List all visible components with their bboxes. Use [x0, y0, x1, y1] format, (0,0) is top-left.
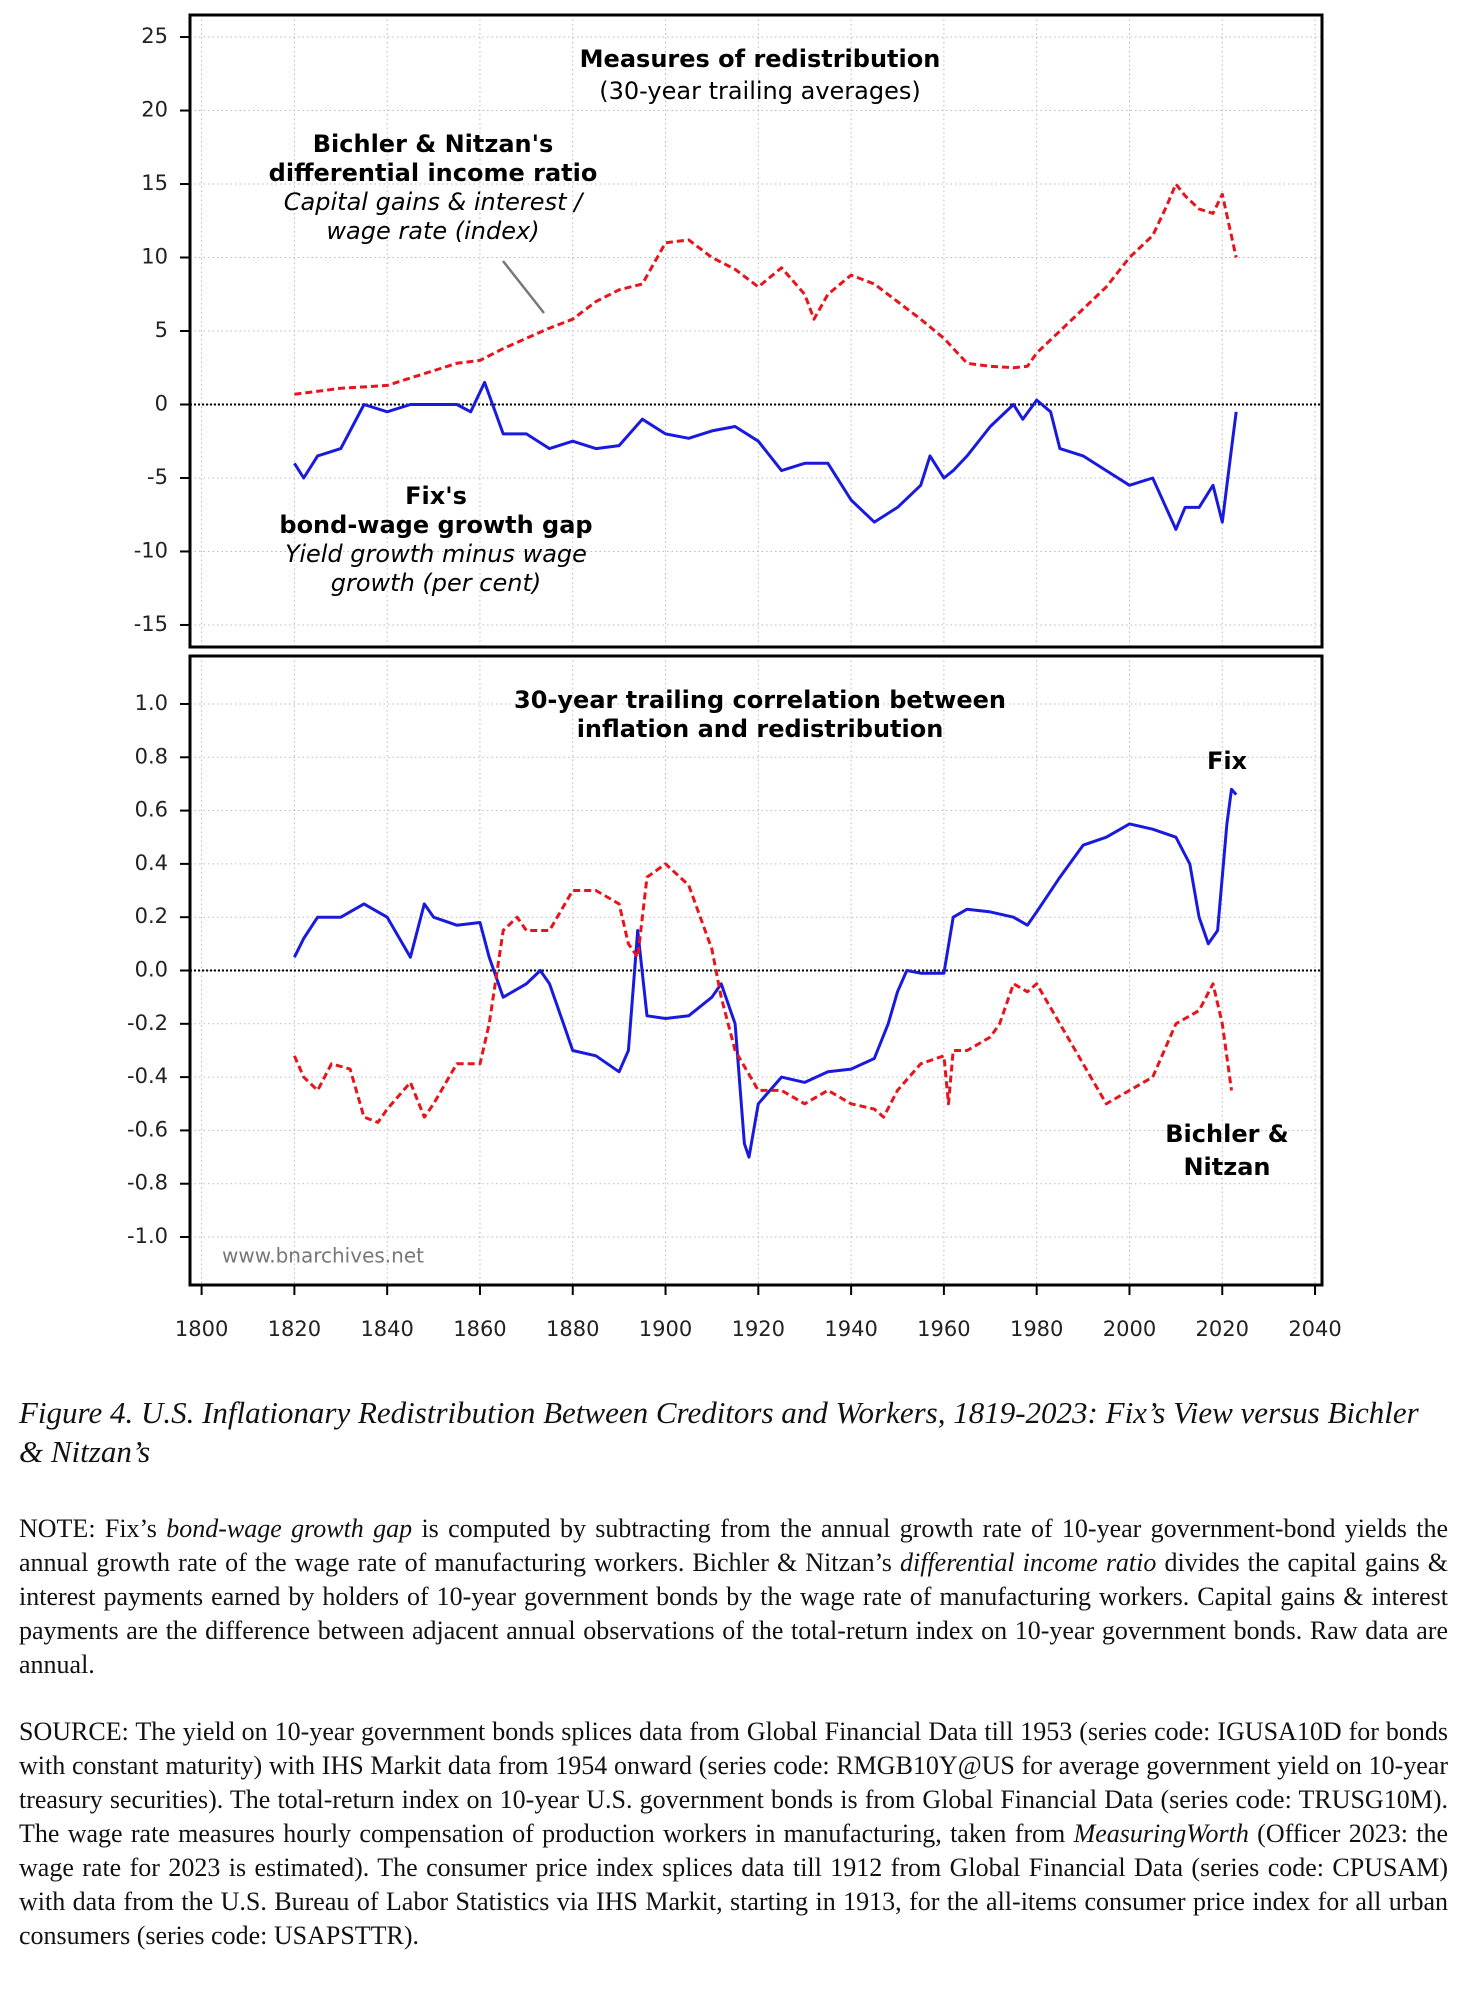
note-text: NOTE: Fix’s	[19, 1514, 167, 1543]
x-tick-label: 1860	[453, 1317, 506, 1341]
source-text: MeasuringWorth	[1073, 1819, 1249, 1848]
annotation: Capital gains & interest /	[284, 188, 585, 216]
y-tick-label: -1.0	[127, 1224, 168, 1248]
x-tick-label: 1820	[268, 1317, 321, 1341]
chart: 25 20 15 10 5 0 -5 -10 -15 Measures of redistribu…	[127, 13, 1342, 1341]
y-tick-label: 0	[155, 391, 168, 415]
x-tick-label: 2000	[1103, 1317, 1156, 1341]
y-tick-label: 25	[141, 24, 168, 48]
source-text: (Officer 2023: the wage rate for 2023 is…	[19, 1819, 1449, 1950]
x-tick-label: 2040	[1288, 1317, 1341, 1341]
note-text: differential income ratio	[900, 1548, 1157, 1577]
watermark: www.bnarchives.net	[222, 1244, 424, 1268]
chart-title: inflation and redistribution	[577, 715, 944, 743]
series-line	[293, 862, 1233, 1124]
note-text: is computed by subtracting from the annu…	[19, 1514, 1448, 1577]
x-tick-label: 1880	[546, 1317, 599, 1341]
y-tick-label: 15	[141, 171, 168, 195]
y-tick-label: -15	[134, 612, 168, 636]
x-tick-label: 1920	[732, 1317, 785, 1341]
note-text: bond-wage growth gap	[166, 1514, 413, 1543]
y-tick-label: 20	[141, 98, 168, 122]
y-tick-label: 5	[155, 318, 168, 342]
source-text: SOURCE: The yield on 10-year government …	[19, 1717, 1448, 1848]
chart-subtitle: (30-year trailing averages)	[599, 77, 921, 105]
y-tick-label: -0.2	[127, 1011, 168, 1035]
series-line	[294, 182, 1238, 396]
x-tick-label: 1960	[917, 1317, 970, 1341]
note: NOTE: Fix’s bond-wage growth gap is comp…	[19, 1512, 1448, 1682]
annotation: Fix's	[405, 482, 467, 510]
annotation: differential income ratio	[269, 159, 598, 187]
y-tick-label: 0.8	[135, 744, 168, 768]
y-tick-label: -0.8	[127, 1171, 168, 1195]
x-tick-label: 1980	[1010, 1317, 1063, 1341]
x-tick-label: 2020	[1196, 1317, 1249, 1341]
annotation-arrow	[502, 260, 545, 314]
annotation: wage rate (index)	[326, 217, 539, 245]
series-line	[293, 787, 1238, 1159]
y-tick-label: 1.0	[135, 691, 168, 715]
annotation: Fix	[1207, 747, 1248, 775]
y-tick-label: 10	[141, 245, 168, 269]
x-tick-label: 1800	[175, 1317, 228, 1341]
y-tick-label: -5	[147, 465, 168, 489]
x-tick-label: 1840	[360, 1317, 413, 1341]
plot-frame	[188, 13, 1324, 649]
y-tick-label: 0.6	[135, 798, 168, 822]
x-tick-label: 1940	[824, 1317, 877, 1341]
y-tick-label: -0.4	[127, 1064, 168, 1088]
annotation: growth (per cent)	[331, 569, 541, 597]
x-tick-label: 1900	[639, 1317, 692, 1341]
source: SOURCE: The yield on 10-year government …	[19, 1715, 1448, 1953]
note-text: divides the capital gains & interest pay…	[19, 1548, 1449, 1679]
y-tick-label: -10	[134, 538, 168, 562]
y-tick-label: -0.6	[127, 1117, 168, 1141]
annotation: Nitzan	[1183, 1153, 1270, 1181]
series-line	[293, 380, 1238, 531]
annotation: Bichler & Nitzan's	[313, 130, 553, 158]
y-tick-label: 0.0	[135, 958, 168, 982]
chart-title: Measures of redistribution	[580, 45, 941, 73]
annotation: bond-wage growth gap	[279, 511, 592, 539]
annotation: Bichler &	[1165, 1120, 1288, 1148]
plot-frame	[188, 654, 1324, 1287]
y-tick-label: 0.2	[135, 904, 168, 928]
annotation: Yield growth minus wage	[285, 540, 587, 568]
figure-caption: Figure 4. U.S. Inflationary Redistributi…	[19, 1395, 1419, 1469]
chart-title: 30-year trailing correlation between	[514, 686, 1006, 714]
y-tick-label: 0.4	[135, 851, 168, 875]
